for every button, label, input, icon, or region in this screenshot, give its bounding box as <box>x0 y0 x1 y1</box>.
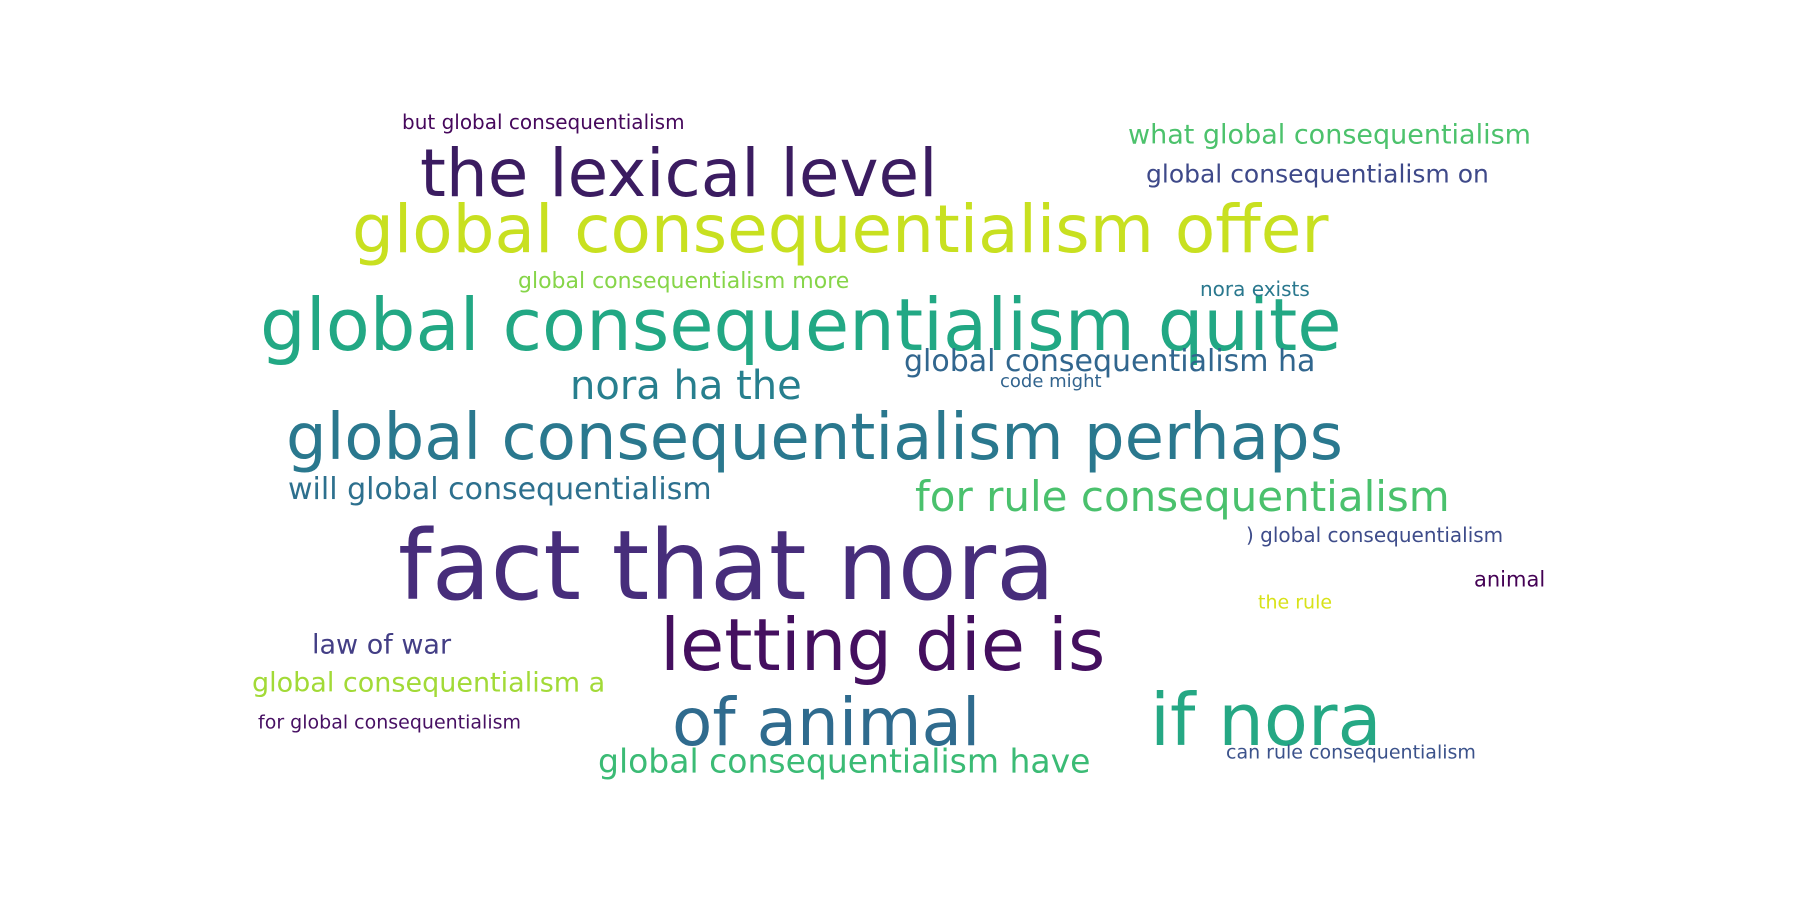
word-global-consequentialism-more: global consequentialism more <box>518 269 850 294</box>
word-law-of-war: law of war <box>312 629 452 661</box>
word-close-paren-global-consequentialism: ) global consequentialism <box>1246 523 1504 547</box>
word-the-rule: the rule <box>1258 591 1333 614</box>
word-will-global-consequentialism: will global consequentialism <box>288 472 712 507</box>
word-global-consequentialism-offer: global consequentialism offer <box>352 191 1329 268</box>
word-code-might: code might <box>1000 371 1102 392</box>
word-letting-die-is: letting die is <box>660 603 1106 687</box>
word-global-consequentialism-ha: global consequentialism ha <box>904 344 1316 379</box>
word-global-consequentialism-quite: global consequentialism quite <box>260 283 1342 367</box>
word-for-rule-consequentialism: for rule consequentialism <box>915 472 1450 521</box>
word-but-global-consequentialism: but global consequentialism <box>402 110 685 134</box>
word-of-animal: of animal <box>672 684 981 761</box>
word-nora-ha-the: nora ha the <box>570 363 802 409</box>
word-what-global-consequentialism: what global consequentialism <box>1128 119 1531 151</box>
word-if-nora: if nora <box>1150 678 1382 762</box>
word-can-rule-consequentialism: can rule consequentialism <box>1226 741 1476 764</box>
word-for-global-consequentialism: for global consequentialism <box>258 711 522 734</box>
word-global-consequentialism-have: global consequentialism have <box>598 741 1091 781</box>
word-the-lexical-level: the lexical level <box>420 135 938 212</box>
word-nora-exists: nora exists <box>1200 277 1310 301</box>
word-global-consequentialism-a: global consequentialism a <box>252 667 606 699</box>
word-global-consequentialism-on: global consequentialism on <box>1146 159 1489 189</box>
word-fact-that-nora: fact that nora <box>398 510 1055 622</box>
word-animal: animal <box>1474 567 1546 592</box>
word-global-consequentialism-perhaps: global consequentialism perhaps <box>286 401 1343 475</box>
